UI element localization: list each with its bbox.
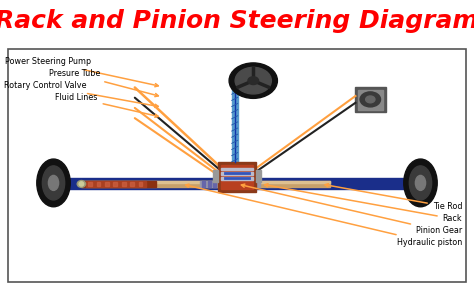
Text: Rack and Pinion Steering Diagram: Rack and Pinion Steering Diagram (0, 9, 474, 33)
Bar (221, 177, 253, 180)
Bar (105, 182, 109, 186)
Bar (356, 87, 386, 112)
Bar (208, 181, 210, 187)
Ellipse shape (37, 159, 70, 207)
Bar (67, 178, 407, 189)
Bar (213, 170, 219, 182)
Bar (219, 162, 255, 192)
Bar (241, 181, 244, 187)
Bar (202, 181, 205, 187)
Bar (221, 164, 253, 189)
Ellipse shape (415, 175, 426, 190)
Bar (82, 181, 330, 183)
Circle shape (365, 96, 375, 103)
Text: Power Steering Pump: Power Steering Pump (5, 57, 158, 87)
Bar (82, 181, 155, 187)
Bar (247, 181, 249, 187)
Bar (219, 181, 222, 187)
Text: Pinion Gear: Pinion Gear (241, 184, 462, 235)
Text: Hydraulic piston: Hydraulic piston (186, 184, 462, 247)
Bar (230, 181, 233, 187)
Bar (221, 168, 253, 170)
Text: Fluid Lines: Fluid Lines (55, 93, 158, 117)
Bar (232, 77, 237, 162)
Bar (130, 182, 134, 186)
Bar (252, 181, 255, 187)
Bar (88, 182, 92, 186)
Bar (213, 181, 216, 187)
Circle shape (229, 63, 277, 98)
Ellipse shape (48, 175, 59, 190)
Bar (358, 90, 383, 110)
Ellipse shape (77, 180, 86, 187)
FancyBboxPatch shape (9, 49, 465, 283)
Text: Rack: Rack (264, 184, 462, 223)
Bar (138, 182, 142, 186)
Bar (86, 181, 146, 187)
Bar (200, 181, 260, 187)
Circle shape (235, 67, 272, 94)
Bar (221, 172, 253, 175)
Bar (236, 181, 238, 187)
Text: Tie Rod: Tie Rod (325, 184, 462, 211)
Ellipse shape (410, 166, 432, 200)
Bar (122, 182, 126, 186)
Bar (255, 170, 261, 182)
Circle shape (248, 77, 259, 85)
Circle shape (360, 92, 381, 107)
Bar (225, 181, 227, 187)
Bar (113, 182, 117, 186)
Text: Rotary Control Valve: Rotary Control Valve (3, 81, 158, 107)
Bar (97, 182, 100, 186)
Text: Presure Tube: Presure Tube (49, 69, 158, 97)
Ellipse shape (79, 182, 84, 186)
Bar (82, 181, 330, 187)
Ellipse shape (404, 159, 437, 207)
Ellipse shape (42, 166, 64, 200)
